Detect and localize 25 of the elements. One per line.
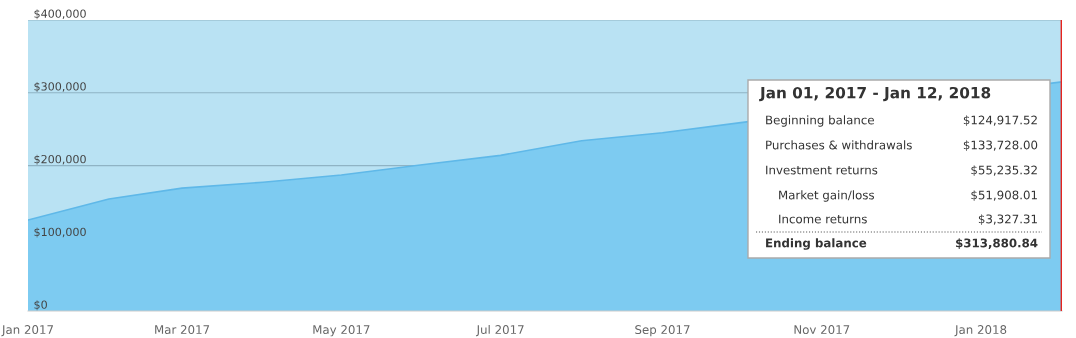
x-tick-label: Sep 2017	[635, 325, 690, 337]
annotation: Income returns	[779, 214, 867, 224]
y-tick-label: $200,000	[34, 154, 86, 165]
x-tick-label: Jan 2017	[1, 325, 53, 337]
y-tick-label: $100,000	[34, 227, 86, 238]
x-tick-label: Jul 2017	[475, 324, 524, 337]
x-tick-label: May 2017	[313, 325, 370, 337]
y-tick-label: $0	[34, 300, 47, 311]
annotation: $133,728.00	[963, 140, 1038, 151]
annotation: $51,908.01	[971, 190, 1037, 201]
x-tick-label: Jan 2018	[954, 325, 1007, 337]
annotation: $313,880.84	[956, 238, 1038, 249]
annotation: Investment returns	[766, 165, 878, 175]
y-tick-label: $300,000	[34, 82, 86, 93]
x-tick-label: Nov 2017	[794, 325, 850, 335]
annotation: Ending balance	[766, 238, 867, 250]
annotation: $124,917.52	[963, 115, 1037, 126]
y-tick-label: $400,000	[34, 9, 86, 20]
x-tick-label: Mar 2017	[155, 325, 210, 335]
annotation: Market gain/loss	[779, 190, 875, 202]
annotation: Beginning balance	[766, 115, 874, 127]
annotation: $3,327.31	[978, 214, 1037, 225]
annotation: $55,235.32	[971, 165, 1037, 176]
annotation: Purchases & withdrawals	[766, 140, 912, 150]
annotation: Jan 01, 2017 - Jan 12, 2018	[759, 86, 991, 102]
